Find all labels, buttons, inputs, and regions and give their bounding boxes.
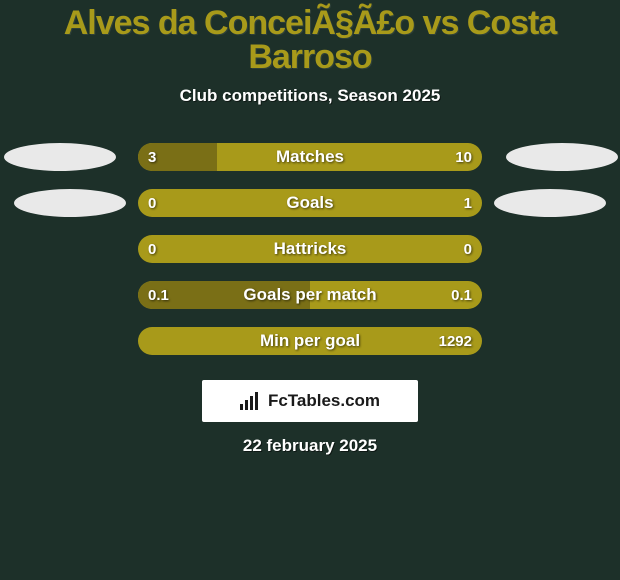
stat-label: Goals: [138, 189, 482, 217]
subtitle: Club competitions, Season 2025: [0, 86, 620, 106]
stat-row: 01Goals: [0, 180, 620, 226]
player-left-marker: [14, 189, 126, 217]
player-right-marker: [506, 143, 618, 171]
player-right-marker: [494, 189, 606, 217]
stat-row: 1292Min per goal: [0, 318, 620, 364]
date-text: 22 february 2025: [0, 436, 620, 456]
stat-label: Goals per match: [138, 281, 482, 309]
stat-bar: 01Goals: [138, 189, 482, 217]
stat-bar: 310Matches: [138, 143, 482, 171]
stat-label: Hattricks: [138, 235, 482, 263]
logo-text: FcTables.com: [268, 391, 380, 411]
stat-row: 0.10.1Goals per match: [0, 272, 620, 318]
stat-label: Matches: [138, 143, 482, 171]
player-left-marker: [4, 143, 116, 171]
comparison-infographic: Alves da ConceiÃ§Ã£o vs Costa Barroso Cl…: [0, 0, 620, 580]
stat-label: Min per goal: [138, 327, 482, 355]
barchart-icon: [240, 392, 262, 410]
stats-container: 310Matches 01Goals 00Hattricks 0.10.1Goals …: [0, 134, 620, 364]
logo-box: FcTables.com: [202, 380, 418, 422]
stat-bar: 0.10.1Goals per match: [138, 281, 482, 309]
stat-bar: 1292Min per goal: [138, 327, 482, 355]
stat-row: 00Hattricks: [0, 226, 620, 272]
stat-bar: 00Hattricks: [138, 235, 482, 263]
stat-row: 310Matches: [0, 134, 620, 180]
page-title: Alves da ConceiÃ§Ã£o vs Costa Barroso: [0, 0, 620, 74]
